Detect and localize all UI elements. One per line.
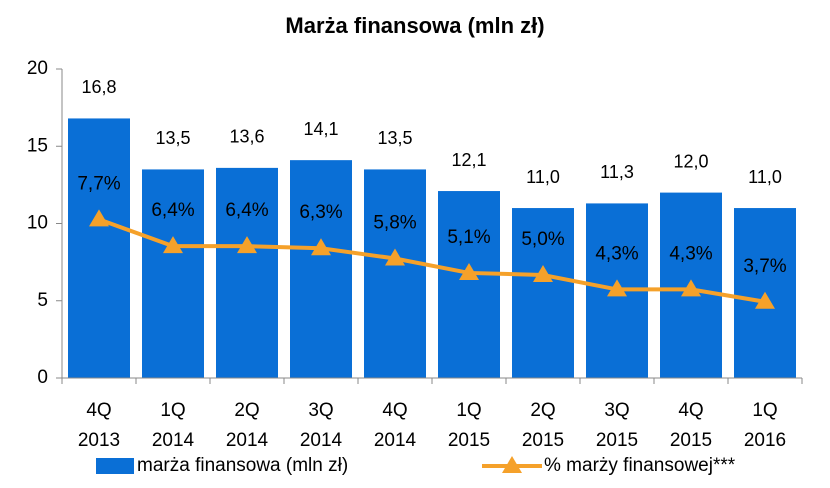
y-tick-label: 20 [27, 58, 48, 79]
marker [89, 209, 109, 227]
x-tick-label: 1Q [456, 400, 481, 421]
line-value-label: 6,4% [225, 200, 268, 221]
x-tick-label: 2015 [670, 430, 712, 451]
bar-value-label: 12,0 [673, 151, 708, 171]
bar [216, 167, 278, 378]
x-tick-label: 2014 [226, 430, 269, 451]
marker [311, 238, 331, 256]
x-tick-label: 2015 [522, 430, 564, 451]
bar [68, 118, 130, 378]
bar [142, 169, 204, 378]
line-value-label: 4,3% [595, 243, 638, 264]
y-tick-label: 15 [27, 135, 48, 156]
bar-value-label: 13,5 [377, 128, 412, 148]
x-tick-label: 2013 [78, 430, 120, 451]
marker [755, 291, 775, 309]
line [98, 217, 766, 304]
line-value-label: 6,4% [151, 200, 194, 221]
bar [290, 160, 352, 378]
legend-marker [502, 456, 522, 473]
marker [533, 265, 553, 282]
x-tick-label: 2015 [596, 430, 638, 451]
x-tick-label: 4Q [678, 400, 703, 421]
bar-value-label: 11,0 [526, 167, 560, 187]
x-tick-label: 2014 [152, 430, 195, 451]
legend-label: % marży finansowej*** [544, 455, 736, 476]
x-tick-label: 4Q [382, 400, 407, 421]
bar-value-label: 13,5 [155, 128, 190, 148]
legend-label: marża finansowa (mln zł) [137, 455, 348, 476]
bar-value-label: 16,8 [81, 77, 116, 97]
x-tick-label: 3Q [308, 400, 333, 421]
x-tick-label: 2016 [744, 430, 786, 451]
line-value-label: 5,1% [447, 227, 490, 248]
x-tick-label: 3Q [604, 400, 629, 421]
marker [681, 279, 701, 297]
x-tick-label: 2015 [448, 430, 490, 451]
chart-title: Marża finansowa (mln zł) [285, 13, 544, 38]
y-tick-label: 5 [37, 290, 48, 311]
line-value-label: 5,8% [373, 213, 416, 234]
bar [512, 208, 574, 378]
bar-value-label: 11,0 [748, 167, 782, 187]
marker [459, 262, 479, 280]
line-value-label: 3,7% [743, 256, 786, 277]
y-tick-label: 0 [37, 367, 48, 388]
x-tick-label: 2014 [300, 430, 343, 451]
bar-value-label: 13,6 [229, 127, 264, 147]
line-value-label: 6,3% [299, 202, 342, 223]
line-value-label: 4,3% [669, 243, 712, 264]
x-tick-label: 2Q [234, 400, 259, 421]
line-value-label: 7,7% [77, 173, 120, 194]
line-value-label: 5,0% [521, 229, 564, 250]
marker [237, 236, 257, 254]
x-tick-label: 1Q [160, 400, 185, 421]
marker [607, 279, 627, 297]
marker [163, 236, 183, 254]
bar-value-label: 12,1 [451, 150, 486, 170]
x-tick-label: 4Q [86, 400, 111, 421]
x-tick-label: 1Q [752, 400, 777, 421]
legend-swatch [96, 458, 134, 474]
bar [438, 191, 500, 378]
x-tick-label: 2014 [374, 430, 417, 451]
marker [385, 248, 405, 266]
x-tick-label: 2Q [530, 400, 555, 421]
bar-value-label: 11,3 [600, 162, 634, 182]
bar-value-label: 14,1 [303, 119, 338, 139]
y-tick-label: 10 [27, 213, 48, 234]
bar [364, 169, 426, 378]
